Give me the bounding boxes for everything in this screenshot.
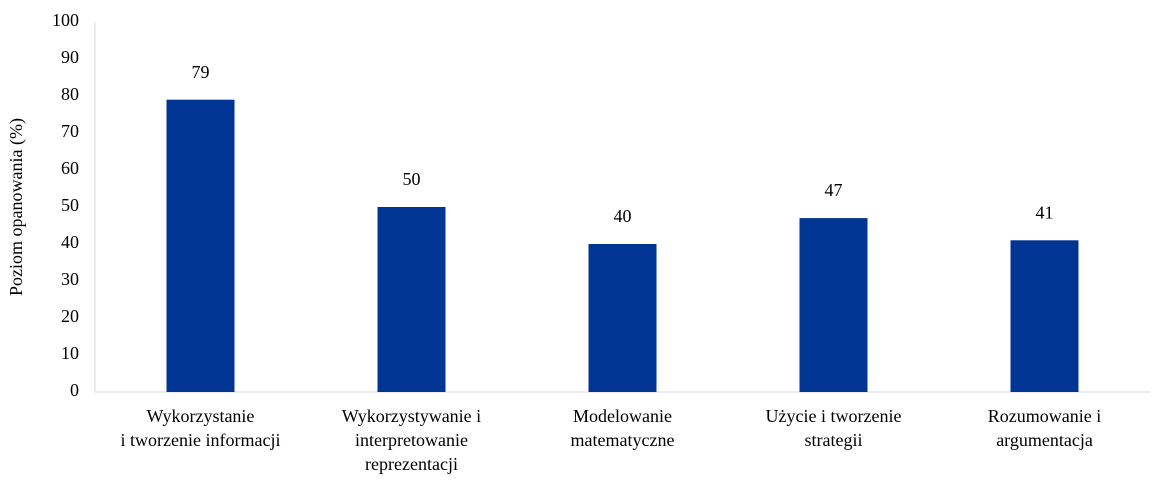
x-tick-label: Użycie i tworzenie strategii	[766, 406, 902, 450]
x-tick-label-line: Modelowanie	[573, 406, 672, 426]
x-tick-label-line: argumentacja	[996, 430, 1093, 450]
value-label: 50	[403, 169, 421, 189]
y-tick-label: 50	[61, 195, 79, 215]
value-label: 40	[614, 206, 632, 226]
value-label: 41	[1036, 202, 1054, 222]
y-tick-label: 90	[61, 47, 79, 67]
x-tick-label-line: Wykorzystanie	[147, 406, 255, 426]
x-tick-label-line: matematyczne	[571, 430, 675, 450]
x-tick-label-line: Użycie i tworzenie	[766, 406, 902, 426]
x-tick-label: Wykorzystanie i tworzenie informacji	[121, 406, 281, 450]
x-tick-label-line: interpretowanie	[355, 430, 468, 450]
y-tick-label: 0	[70, 380, 79, 400]
y-tick-label: 40	[61, 232, 79, 252]
y-tick-label: 80	[61, 84, 79, 104]
value-label: 47	[825, 180, 843, 200]
x-tick-label-line: Wykorzystywanie i	[342, 406, 481, 426]
y-tick-label: 60	[61, 158, 79, 178]
y-tick-label: 30	[61, 269, 79, 289]
y-tick-label: 70	[61, 121, 79, 141]
bar	[377, 207, 446, 392]
bar	[166, 99, 235, 392]
x-tick-label-line: i tworzenie informacji	[121, 430, 281, 450]
y-tick-label: 100	[52, 10, 79, 30]
x-tick-label: Modelowanie matematyczne	[571, 406, 675, 450]
x-tick-label-line: Rozumowanie i	[988, 406, 1101, 426]
value-label: 79	[192, 62, 210, 82]
x-tick-label: Wykorzystywanie i interpretowanie reprezen…	[342, 406, 481, 474]
y-axis-label: Poziom opanowania (%)	[6, 118, 27, 296]
x-tick-label: Rozumowanie i argumentacja	[988, 406, 1101, 450]
x-tick-label-line: reprezentacji	[365, 454, 458, 474]
bar	[799, 218, 868, 392]
x-tick-label-line: strategii	[805, 430, 863, 450]
y-tick-label: 10	[61, 343, 79, 363]
bar	[1010, 240, 1079, 392]
bar	[588, 244, 657, 392]
y-tick-label: 20	[61, 306, 79, 326]
